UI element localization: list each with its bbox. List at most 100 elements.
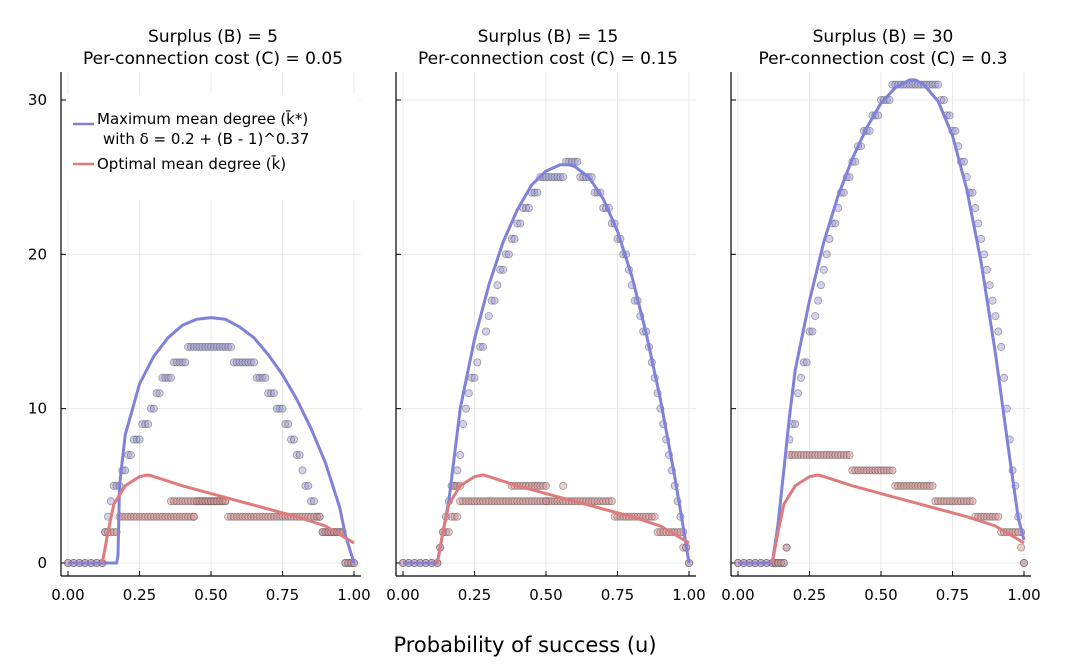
max-degree-point [164, 373, 173, 382]
y-tick-label: 30 [28, 91, 47, 109]
optimal-degree-point [951, 497, 960, 506]
panel-2: 0.00 0.25 0.50 0.75 1.00 Surplus (B) = 15Per-… [386, 27, 705, 604]
optimal-degree-point [808, 450, 817, 459]
max-degree-point [141, 420, 150, 429]
optimal-degree-line [100, 473, 355, 564]
max-degree-point [215, 342, 224, 351]
max-degree-point [132, 435, 141, 444]
optimal-degree-point [544, 497, 553, 506]
optimal-degree-point [227, 512, 236, 521]
optimal-degree-point [1020, 559, 1029, 568]
optimal-degree-point [593, 497, 602, 506]
max-degree-point [301, 481, 310, 490]
max-degree-point [559, 173, 568, 182]
legend-label-max: Maximum mean degree (k̄*) [97, 109, 308, 128]
optimal-degree-point [788, 450, 797, 459]
optimal-degree-point [908, 481, 917, 490]
optimal-degree-point [794, 450, 803, 459]
max-degree-point [553, 173, 562, 182]
max-degree-point [997, 342, 1006, 351]
max-degree-point [146, 404, 155, 413]
optimal-degree-point [516, 497, 525, 506]
gridlines [396, 72, 696, 576]
optimal-degree-point [828, 450, 837, 459]
optimal-degree-point [519, 497, 528, 506]
max-degree-point [501, 250, 510, 259]
optimal-degree-point [816, 450, 825, 459]
optimal-degree-point [559, 481, 568, 490]
optimal-degree-point [902, 481, 911, 490]
max-degree-point [796, 373, 805, 382]
optimal-degree-point [945, 497, 954, 506]
x-tick-label: 1.00 [1007, 586, 1040, 604]
optimal-degree-point [470, 497, 479, 506]
optimal-degree-point [132, 512, 141, 521]
max-degree-point [945, 111, 954, 120]
max-degree-point [261, 373, 270, 382]
max-degree-point [885, 96, 894, 105]
optimal-degree-point [779, 559, 788, 568]
legend: Maximum mean degree (k̄*) with δ = 0.2 + … [66, 94, 359, 200]
optimal-degree-point [189, 512, 198, 521]
optimal-degree-point [507, 497, 516, 506]
optimal-degree-point [309, 512, 318, 521]
optimal-degree-point [865, 466, 874, 475]
optimal-degree-point [169, 512, 178, 521]
max-degree-point [144, 420, 153, 429]
optimal-degree-point [914, 481, 923, 490]
optimal-degree-point [647, 512, 656, 521]
optimal-degree-point [533, 481, 542, 490]
optimal-degree-point [547, 497, 556, 506]
max-degree-point [218, 342, 227, 351]
optimal-degree-point [899, 481, 908, 490]
max-degree-point [985, 281, 994, 290]
optimal-degree-point [510, 497, 519, 506]
max-degree-point [542, 173, 551, 182]
optimal-degree-point [656, 528, 665, 537]
optimal-degree-point [461, 497, 470, 506]
gridlines [731, 72, 1031, 576]
optimal-degree-point [859, 466, 868, 475]
max-degree-point [802, 358, 811, 367]
y-tick-label: 0 [37, 554, 47, 572]
max-degree-point [547, 173, 556, 182]
optimal-degree-point [879, 466, 888, 475]
optimal-degree-point [791, 450, 800, 459]
optimal-degree-point [825, 450, 834, 459]
x-tick-label: 1.00 [672, 586, 705, 604]
legend-label-max-line2: with δ = 0.2 + (B - 1)^0.37 [103, 130, 309, 148]
optimal-degree-point [839, 450, 848, 459]
optimal-degree-point [845, 450, 854, 459]
max-degree-point [155, 389, 164, 398]
optimal-degree-point [1017, 543, 1026, 552]
max-degree-point [221, 342, 230, 351]
optimal-degree-point [942, 497, 951, 506]
max-degree-point [264, 389, 273, 398]
optimal-degree-point [991, 512, 1000, 521]
max-degree-point [499, 265, 508, 274]
x-tick-label: 0.50 [194, 586, 227, 604]
x-axis-label: Probability of success (u) [393, 633, 656, 657]
optimal-degree-point [905, 481, 914, 490]
optimal-degree-point [447, 512, 456, 521]
optimal-degree-point [152, 512, 161, 521]
optimal-degree-point [962, 497, 971, 506]
optimal-degree-point [979, 512, 988, 521]
optimal-degree-point [312, 512, 321, 521]
max-degree-point [799, 358, 808, 367]
optimal-degree-line [770, 473, 1025, 564]
max-degree-line [68, 316, 356, 565]
max-degree-point [453, 466, 462, 475]
max-degree-point [816, 281, 825, 290]
optimal-degree-point [782, 543, 791, 552]
optimal-degree-point [499, 497, 508, 506]
optimal-degree-point [490, 497, 499, 506]
panel-subtitle: Per-connection cost (C) = 0.15 [418, 49, 678, 69]
max-degree-point [493, 281, 502, 290]
optimal-degree-point [272, 512, 281, 521]
max-degree-point [791, 420, 800, 429]
optimal-degree-point [215, 497, 224, 506]
max-degree-point [939, 96, 948, 105]
max-degree-point [201, 342, 210, 351]
